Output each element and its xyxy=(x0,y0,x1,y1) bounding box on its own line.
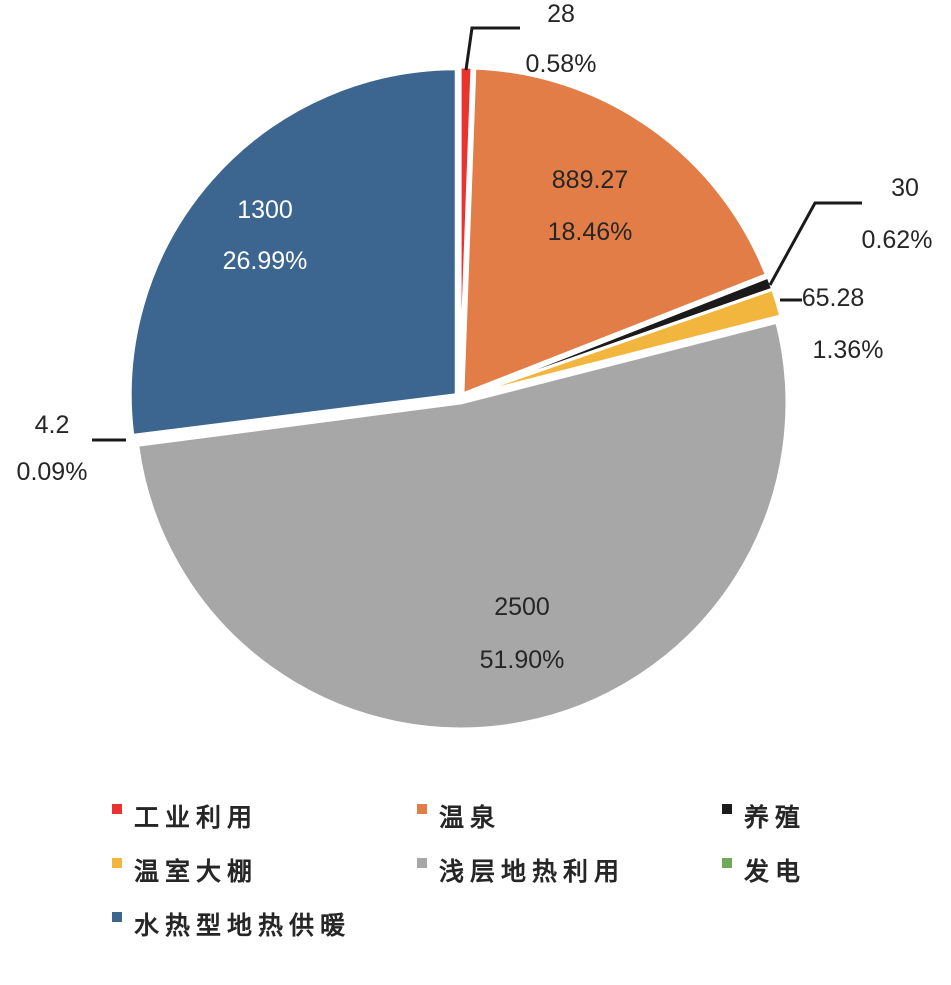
value-label-3: 65.28 xyxy=(802,284,865,312)
value-label-4: 2500 xyxy=(494,593,550,621)
percent-label-6: 26.99% xyxy=(223,247,308,275)
legend-swatch xyxy=(417,804,427,814)
legend-item-0: 工业利用 xyxy=(112,798,258,834)
value-label-2: 30 xyxy=(891,174,919,202)
legend-label: 发电 xyxy=(744,858,807,886)
legend-swatch xyxy=(417,858,427,868)
legend-label: 温室大棚 xyxy=(134,858,259,886)
legend-label: 工业利用 xyxy=(134,804,259,832)
pie-slice-3 xyxy=(464,287,783,399)
legend-item-3: 温室大棚 xyxy=(112,852,258,888)
legend-swatch xyxy=(112,804,122,814)
legend-item-5: 发电 xyxy=(722,852,806,888)
legend-item-1: 温泉 xyxy=(417,798,501,834)
legend-item-2: 养殖 xyxy=(722,798,806,834)
value-label-1: 889.27 xyxy=(552,166,628,194)
legend-item-4: 浅层地热利用 xyxy=(417,852,625,888)
percent-label-1: 18.46% xyxy=(548,218,633,246)
pie-slice-6 xyxy=(128,67,458,438)
legend-label: 浅层地热利用 xyxy=(439,858,626,886)
value-label-6: 1300 xyxy=(237,196,293,224)
pie-slice-1 xyxy=(461,66,769,397)
percent-label-0: 0.58% xyxy=(526,50,597,78)
value-label-5: 4.2 xyxy=(35,411,70,439)
legend-item-6: 水热型地热供暖 xyxy=(112,906,351,942)
legend-swatch xyxy=(722,858,732,868)
percent-label-5: 0.09% xyxy=(17,458,88,486)
percent-label-3: 1.36% xyxy=(813,336,884,364)
legend-swatch xyxy=(112,858,122,868)
legend-label: 水热型地热供暖 xyxy=(134,912,352,940)
pie-slice-4 xyxy=(136,320,789,731)
legend-label: 温泉 xyxy=(439,804,502,832)
leader-line-0 xyxy=(464,26,520,71)
percent-label-4: 51.90% xyxy=(480,646,565,674)
legend-swatch xyxy=(112,912,122,922)
pie-slice-5 xyxy=(129,397,456,443)
percent-label-2: 0.62% xyxy=(862,226,933,254)
legend-label: 养殖 xyxy=(744,804,807,832)
value-label-0: 28 xyxy=(547,0,575,28)
legend-swatch xyxy=(722,804,732,814)
leader-line-2 xyxy=(768,201,862,286)
